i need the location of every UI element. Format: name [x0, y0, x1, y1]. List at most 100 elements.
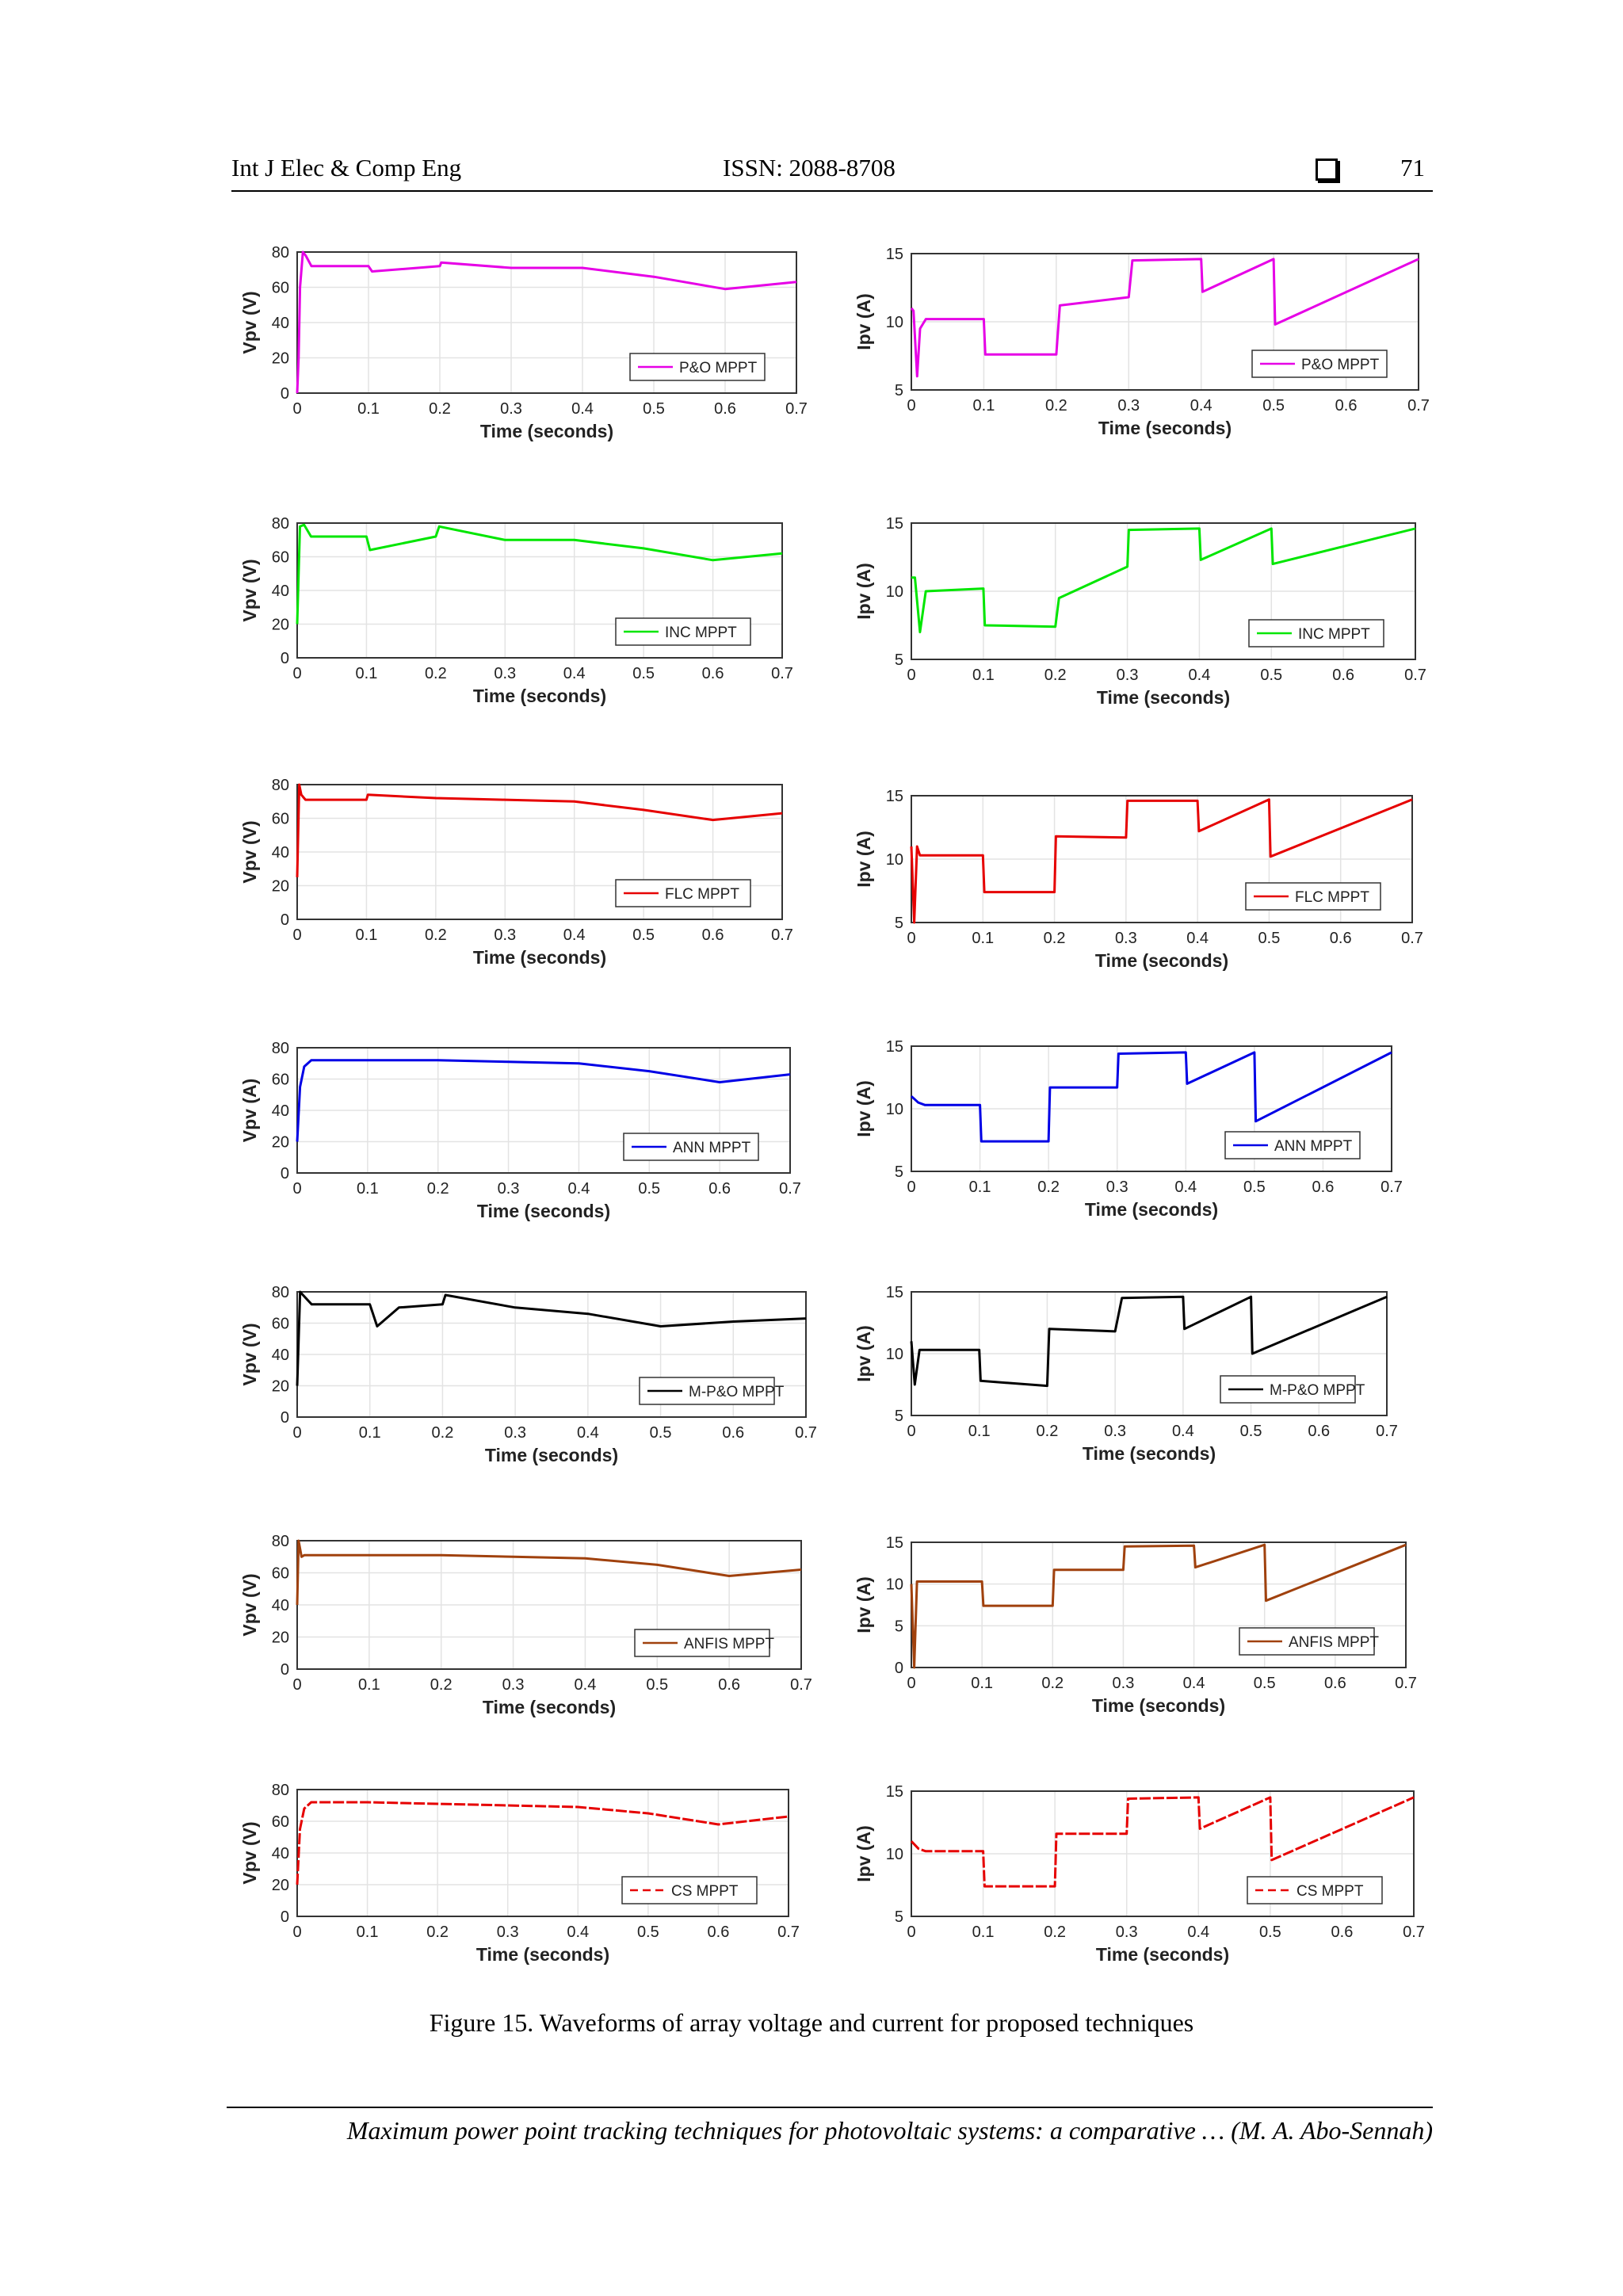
y-axis-label: Vpv (A) — [239, 1079, 260, 1143]
x-tick-label: 0.2 — [1041, 1675, 1064, 1692]
x-tick-label: 0.7 — [1404, 667, 1426, 684]
y-axis-label: Vpv (V) — [239, 1323, 260, 1385]
y-tick-label: 0 — [281, 911, 289, 929]
y-tick-label: 0 — [281, 1409, 289, 1427]
x-tick-label: 0.1 — [357, 1924, 379, 1941]
x-axis-label: Time (seconds) — [1092, 1695, 1225, 1716]
x-tick-label: 0.1 — [357, 400, 380, 418]
y-tick-label: 0 — [281, 385, 289, 403]
x-tick-label: 0.5 — [1243, 1179, 1266, 1196]
series-line-current — [911, 527, 1416, 634]
y-axis-label: Ipv (A) — [854, 1576, 874, 1633]
x-tick-label: 0.2 — [427, 1180, 449, 1198]
legend: P&O MPPT — [629, 353, 766, 381]
x-axis-label: Time (seconds) — [480, 421, 613, 441]
chart-flc-current: 0 0.1 0.2 0.3 0.4 0.5 0.6 0.7 5 10 15 Time (seconds… — [848, 788, 1423, 972]
y-tick-label: 60 — [272, 280, 289, 297]
x-tick-label: 0.6 — [722, 1424, 744, 1442]
x-axis-label: Time (seconds) — [1083, 1443, 1216, 1464]
chart-inc-current: 0 0.1 0.2 0.3 0.4 0.5 0.6 0.7 5 10 15 Time (seconds… — [848, 515, 1426, 709]
series-line-current — [910, 798, 1413, 924]
x-tick-label: 0.1 — [356, 926, 378, 944]
x-tick-label: 0.5 — [632, 665, 655, 682]
chart-cs-current: 0 0.1 0.2 0.3 0.4 0.5 0.6 0.7 5 10 15 Time (seconds… — [848, 1783, 1425, 1966]
x-tick-label: 0.6 — [702, 665, 724, 682]
plot-svg: 0 0.1 0.2 0.3 0.4 0.5 0.6 0.7 0 20 40 60 80 Time (sec… — [239, 1284, 817, 1465]
series-line-current — [910, 1543, 1407, 1669]
x-tick-label: 0.1 — [971, 1675, 993, 1692]
x-tick-label: 0.1 — [968, 1423, 991, 1440]
x-tick-label: 0.2 — [1045, 397, 1067, 415]
y-tick-label: 40 — [272, 1597, 289, 1614]
x-tick-label: 0.7 — [785, 400, 808, 418]
series-line-voltage — [296, 250, 797, 394]
x-tick-label: 0.3 — [1104, 1423, 1126, 1440]
series-line-voltage — [296, 1290, 807, 1386]
y-tick-label: 10 — [886, 1846, 903, 1863]
plot-svg: 0 0.1 0.2 0.3 0.4 0.5 0.6 0.7 0 5 10 15 Time (second… — [854, 1534, 1417, 1716]
x-tick-label: 0 — [292, 400, 301, 418]
axes-box — [911, 1790, 1415, 1917]
x-tick-label: 0.4 — [577, 1424, 599, 1442]
legend: FLC MPPT — [615, 879, 751, 907]
y-tick-label: 20 — [272, 1378, 289, 1396]
y-axis-label: Ipv (A) — [854, 1825, 874, 1882]
issn: ISSN: 2088-8708 — [723, 154, 896, 181]
x-tick-label: 0.1 — [972, 667, 995, 684]
y-tick-label: 40 — [272, 844, 289, 861]
x-tick-label: 0.6 — [1330, 930, 1352, 947]
legend: P&O MPPT — [1251, 350, 1388, 378]
square-icon — [1316, 159, 1338, 181]
x-tick-label: 0.6 — [1332, 667, 1354, 684]
legend: ANFIS MPPT — [1239, 1627, 1379, 1656]
chart-cs-voltage: 0 0.1 0.2 0.3 0.4 0.5 0.6 0.7 0 20 40 60 80 Time (sec… — [234, 1782, 800, 1966]
series-line-current — [910, 1051, 1392, 1143]
chart-flc-voltage: 0 0.1 0.2 0.3 0.4 0.5 0.6 0.7 0 20 40 60 80 Time (sec… — [234, 777, 793, 968]
y-axis-label: Vpv (V) — [239, 1821, 260, 1884]
y-tick-label: 20 — [272, 617, 289, 634]
y-tick-label: 15 — [886, 1783, 903, 1801]
y-tick-label: 10 — [886, 851, 903, 869]
plot-svg: 0 0.1 0.2 0.3 0.4 0.5 0.6 0.7 5 10 15 Time (seconds… — [854, 246, 1430, 438]
series-line-current — [910, 1295, 1388, 1388]
x-tick-label: 0.2 — [425, 926, 447, 944]
x-tick-label: 0 — [907, 1675, 915, 1692]
x-tick-label: 0.4 — [1183, 1675, 1205, 1692]
x-tick-label: 0.5 — [637, 1924, 659, 1941]
y-tick-label: 80 — [272, 1782, 289, 1799]
legend-label: M-P&O MPPT — [1270, 1382, 1365, 1399]
journal-name: Int J Elec & Comp Eng — [231, 154, 462, 181]
y-axis-label: Ipv (A) — [854, 293, 874, 350]
legend: CS MPPT — [1247, 1876, 1383, 1904]
x-tick-label: 0.4 — [567, 1924, 589, 1941]
x-tick-label: 0.4 — [575, 1676, 597, 1694]
x-tick-label: 0.3 — [1115, 930, 1137, 947]
x-tick-label: 0.2 — [1044, 930, 1066, 947]
y-tick-label: 0 — [281, 1661, 289, 1679]
x-tick-label: 0.7 — [1403, 1924, 1425, 1941]
x-tick-label: 0.2 — [1044, 667, 1067, 684]
x-tick-label: 0.3 — [1113, 1675, 1135, 1692]
plot-svg: 0 0.1 0.2 0.3 0.4 0.5 0.6 0.7 0 20 40 60 80 Time (sec… — [239, 244, 808, 441]
x-tick-label: 0.2 — [430, 1676, 453, 1694]
x-tick-label: 0.6 — [1324, 1675, 1346, 1692]
x-tick-label: 0.2 — [1044, 1924, 1066, 1941]
y-tick-label: 10 — [886, 1346, 903, 1363]
x-tick-label: 0.4 — [568, 1180, 590, 1198]
x-tick-label: 0.1 — [356, 665, 378, 682]
series-line-voltage — [296, 1059, 791, 1142]
legend-label: FLC MPPT — [1295, 889, 1369, 906]
plot-svg: 0 0.1 0.2 0.3 0.4 0.5 0.6 0.7 0 20 40 60 80 Time (sec… — [239, 777, 793, 968]
legend: CS MPPT — [621, 1876, 758, 1904]
legend-label: ANFIS MPPT — [1289, 1634, 1379, 1651]
axes-box — [911, 1045, 1392, 1172]
x-axis-label: Time (seconds) — [483, 1697, 616, 1717]
chart-anfis-current: 0 0.1 0.2 0.3 0.4 0.5 0.6 0.7 0 5 10 15 Time (second… — [848, 1534, 1417, 1717]
y-tick-label: 5 — [895, 1408, 903, 1425]
legend: M-P&O MPPT — [1220, 1375, 1365, 1404]
x-tick-label: 0.1 — [969, 1179, 991, 1196]
x-tick-label: 0.7 — [1395, 1675, 1417, 1692]
x-tick-label: 0.2 — [425, 665, 447, 682]
x-tick-label: 0.3 — [1116, 1924, 1138, 1941]
legend-label: FLC MPPT — [665, 886, 739, 903]
